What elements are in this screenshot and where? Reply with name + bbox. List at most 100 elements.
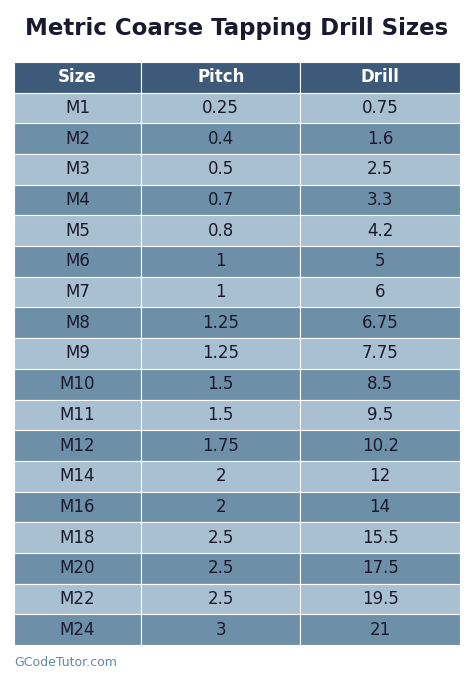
Bar [301,216,460,246]
Text: 0.8: 0.8 [208,222,234,240]
Bar [301,123,460,154]
Bar [14,123,141,154]
Text: 1.25: 1.25 [202,314,239,332]
Text: 2.5: 2.5 [208,559,234,577]
Bar [14,614,141,645]
Text: 8.5: 8.5 [367,375,393,394]
Bar [141,216,301,246]
Text: M10: M10 [60,375,95,394]
Bar [141,461,301,492]
Text: M14: M14 [60,467,95,485]
Text: 12: 12 [370,467,391,485]
Bar [141,246,301,277]
Bar [141,185,301,216]
Text: 2.5: 2.5 [208,529,234,546]
Bar [14,154,141,185]
Text: 17.5: 17.5 [362,559,399,577]
Text: 9.5: 9.5 [367,406,393,424]
Text: Drill: Drill [361,68,400,87]
Text: 2: 2 [215,467,226,485]
Text: 7.75: 7.75 [362,344,399,363]
Text: 1: 1 [215,283,226,301]
Bar [141,123,301,154]
Text: 1: 1 [215,252,226,271]
Bar [14,277,141,308]
Bar [141,553,301,584]
Text: 14: 14 [370,498,391,516]
Text: 1.6: 1.6 [367,130,393,148]
Text: 1.5: 1.5 [208,406,234,424]
Bar [14,553,141,584]
Text: 6: 6 [375,283,385,301]
Bar [301,93,460,123]
Text: 1.25: 1.25 [202,344,239,363]
Bar [14,522,141,553]
Text: M2: M2 [65,130,90,148]
Text: M6: M6 [65,252,90,271]
Bar [141,338,301,369]
Bar [301,185,460,216]
Bar [301,553,460,584]
Text: 0.7: 0.7 [208,191,234,209]
Text: 19.5: 19.5 [362,590,399,608]
Text: M12: M12 [60,436,95,454]
Bar [301,584,460,614]
Bar [14,430,141,461]
Text: M9: M9 [65,344,90,363]
Bar [14,308,141,338]
Bar [141,584,301,614]
Bar [301,614,460,645]
Text: 0.25: 0.25 [202,99,239,117]
Bar [14,216,141,246]
Bar [141,614,301,645]
Bar [141,93,301,123]
Bar [301,430,460,461]
Bar [14,246,141,277]
Text: 4.2: 4.2 [367,222,393,240]
Text: M4: M4 [65,191,90,209]
Bar [14,338,141,369]
Bar [141,430,301,461]
Bar [301,400,460,430]
Text: Metric Coarse Tapping Drill Sizes: Metric Coarse Tapping Drill Sizes [26,16,448,40]
Bar [14,369,141,400]
Bar [14,185,141,216]
Bar [14,461,141,492]
Text: M20: M20 [60,559,95,577]
Text: 5: 5 [375,252,385,271]
Bar [141,308,301,338]
Bar [141,400,301,430]
Text: M7: M7 [65,283,90,301]
Text: 2.5: 2.5 [208,590,234,608]
Text: Pitch: Pitch [197,68,245,87]
Text: M5: M5 [65,222,90,240]
Text: Size: Size [58,68,97,87]
Text: 2: 2 [215,498,226,516]
Bar [301,369,460,400]
Bar [301,246,460,277]
Text: 3.3: 3.3 [367,191,393,209]
Text: 6.75: 6.75 [362,314,399,332]
Bar [141,62,301,93]
Bar [301,522,460,553]
Bar [14,400,141,430]
Bar [301,308,460,338]
Text: 10.2: 10.2 [362,436,399,454]
Bar [141,522,301,553]
Text: 3: 3 [215,621,226,638]
Bar [301,277,460,308]
Bar [301,154,460,185]
Text: 0.4: 0.4 [208,130,234,148]
Text: M8: M8 [65,314,90,332]
Bar [14,93,141,123]
Text: 0.75: 0.75 [362,99,399,117]
Text: M11: M11 [60,406,95,424]
Text: 0.5: 0.5 [208,160,234,179]
Text: M1: M1 [65,99,90,117]
Text: 1.75: 1.75 [202,436,239,454]
Text: M18: M18 [60,529,95,546]
Bar [301,492,460,522]
Text: M22: M22 [60,590,95,608]
Bar [141,492,301,522]
Bar [14,62,141,93]
